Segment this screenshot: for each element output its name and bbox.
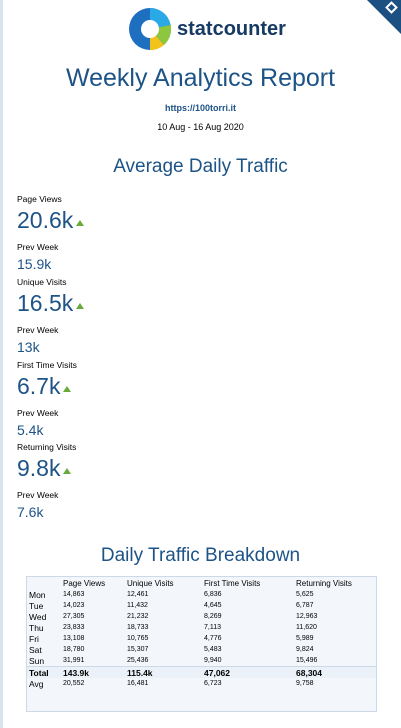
table-row: Mon 14,863 12,461 6,836 5,625 xyxy=(27,589,376,600)
table-cell: 115.4k xyxy=(125,666,202,678)
trend-up-arrow-icon xyxy=(63,386,72,392)
table-cell: 21,232 xyxy=(127,613,149,620)
row-label: Total xyxy=(27,666,61,678)
metric-returning-visits: Returning Visits 9.8k Prev Week 7.6k xyxy=(17,442,76,520)
table-cell: 6,836 xyxy=(204,591,222,598)
table-avg-row: Avg 20,552 16,481 6,723 9,758 xyxy=(27,678,376,689)
table-cell: 6,787 xyxy=(296,602,314,609)
table-cell: 15,496 xyxy=(296,657,318,664)
report-title: Weekly Analytics Report xyxy=(65,64,336,92)
trend-up-arrow-icon xyxy=(63,468,72,474)
metric-value: 9.8k xyxy=(17,455,61,481)
row-label: Mon xyxy=(29,589,46,600)
table-cell: 31,991 xyxy=(63,657,85,664)
prev-week-label: Prev Week xyxy=(17,242,59,252)
statcounter-pie-logo-icon xyxy=(129,8,172,51)
metric-label: Returning Visits xyxy=(17,442,77,452)
table-cell: 8,269 xyxy=(204,613,222,620)
table-cell: 15,307 xyxy=(127,646,149,653)
table-cell: 5,989 xyxy=(296,635,314,642)
prev-week-value: 13k xyxy=(17,339,40,355)
table-cell: 4,645 xyxy=(204,602,222,609)
metric-value: 16.5k xyxy=(17,290,74,316)
prev-week-value: 15.9k xyxy=(17,256,52,272)
metric-label: Page Views xyxy=(17,194,62,204)
table-cell: 11,620 xyxy=(296,624,317,631)
table-row: Wed 27,305 21,232 8,269 12,963 xyxy=(27,611,376,622)
breakdown-heading: Daily Traffic Breakdown xyxy=(100,545,301,566)
table-cell: 13,108 xyxy=(63,635,85,642)
table-cell: 11,432 xyxy=(127,602,148,609)
breakdown-table: Page Views Unique Visits First Time Visi… xyxy=(26,576,377,712)
row-label: Tue xyxy=(29,600,44,611)
table-cell: 27,305 xyxy=(63,613,85,620)
column-header xyxy=(27,577,61,589)
table-total-row: Total 143.9k 115.4k 47,062 68,304 xyxy=(27,666,376,678)
table-cell: 6,723 xyxy=(204,680,222,687)
table-cell: 18,780 xyxy=(63,646,85,653)
table-cell: 47,062 xyxy=(202,666,294,678)
column-header: Page Views xyxy=(63,578,106,588)
date-range: 10 Aug - 16 Aug 2020 xyxy=(157,122,244,132)
table-cell: 4,776 xyxy=(204,635,222,642)
table-cell: 18,733 xyxy=(127,624,149,631)
table-cell: 5,483 xyxy=(204,646,222,653)
table-cell: 12,461 xyxy=(127,591,149,598)
table-row: Thu 23,833 18,733 7,113 11,620 xyxy=(27,622,376,633)
trend-up-arrow-icon xyxy=(76,220,85,226)
corner-badge-icon[interactable] xyxy=(367,0,401,34)
prev-week-label: Prev Week xyxy=(17,490,59,500)
row-label: Avg xyxy=(29,678,44,689)
brand-name: statcounter xyxy=(177,17,286,40)
table-cell: 7,113 xyxy=(204,624,221,631)
table-header-row: Page Views Unique Visits First Time Visi… xyxy=(27,577,376,589)
row-label: Thu xyxy=(29,622,44,633)
table-cell: 9,824 xyxy=(296,646,314,653)
metric-value: 6.7k xyxy=(17,373,61,399)
row-label: Fri xyxy=(29,633,39,644)
trend-up-arrow-icon xyxy=(76,303,85,309)
table-cell: 16,481 xyxy=(127,680,149,687)
column-header: Returning Visits xyxy=(296,578,352,588)
table-cell: 12,963 xyxy=(296,613,318,620)
table-cell: 23,833 xyxy=(63,624,85,631)
statcounter-logo[interactable]: statcounter xyxy=(128,6,286,52)
avg-traffic-heading: Average Daily Traffic xyxy=(113,156,288,177)
table-cell: 5,625 xyxy=(296,591,314,598)
table-row: Tue 14,023 11,432 4,645 6,787 xyxy=(27,600,376,611)
metric-value: 20.6k xyxy=(17,207,74,233)
row-label: Sat xyxy=(29,644,42,655)
table-row: Sun 31,991 25,436 9,940 15,496 xyxy=(27,655,376,667)
prev-week-value: 7.6k xyxy=(17,504,44,520)
table-cell: 14,863 xyxy=(63,591,85,598)
table-cell: 20,552 xyxy=(63,680,85,687)
metric-unique-visits: Unique Visits 16.5k Prev Week 13k xyxy=(17,277,85,355)
table-cell: 25,436 xyxy=(127,657,149,664)
column-header: First Time Visits xyxy=(204,578,261,588)
metric-label: First Time Visits xyxy=(17,360,77,370)
site-url[interactable]: https://100torri.it xyxy=(164,103,236,113)
prev-week-label: Prev Week xyxy=(17,408,59,418)
prev-week-label: Prev Week xyxy=(17,325,59,335)
row-label: Sun xyxy=(29,655,45,666)
table-row: Fri 13,108 10,765 4,776 5,989 xyxy=(27,633,376,644)
table-cell: 9,940 xyxy=(204,657,222,664)
table-cell: 14,023 xyxy=(63,602,85,609)
table-cell: 10,765 xyxy=(127,635,149,642)
metric-label: Unique Visits xyxy=(17,277,67,287)
prev-week-value: 5.4k xyxy=(17,422,44,438)
table-cell: 143.9k xyxy=(61,666,125,678)
metric-page-views: Page Views 20.6k Prev Week 15.9k xyxy=(17,194,85,272)
row-label: Wed xyxy=(29,611,47,622)
table-cell: 68,304 xyxy=(294,666,376,678)
table-cell: 9,758 xyxy=(296,680,314,687)
left-border xyxy=(0,0,3,728)
table-row: Sat 18,780 15,307 5,483 9,824 xyxy=(27,644,376,655)
metric-first-time-visits: First Time Visits 6.7k Prev Week 5.4k xyxy=(17,360,77,438)
column-header: Unique Visits xyxy=(127,578,174,588)
